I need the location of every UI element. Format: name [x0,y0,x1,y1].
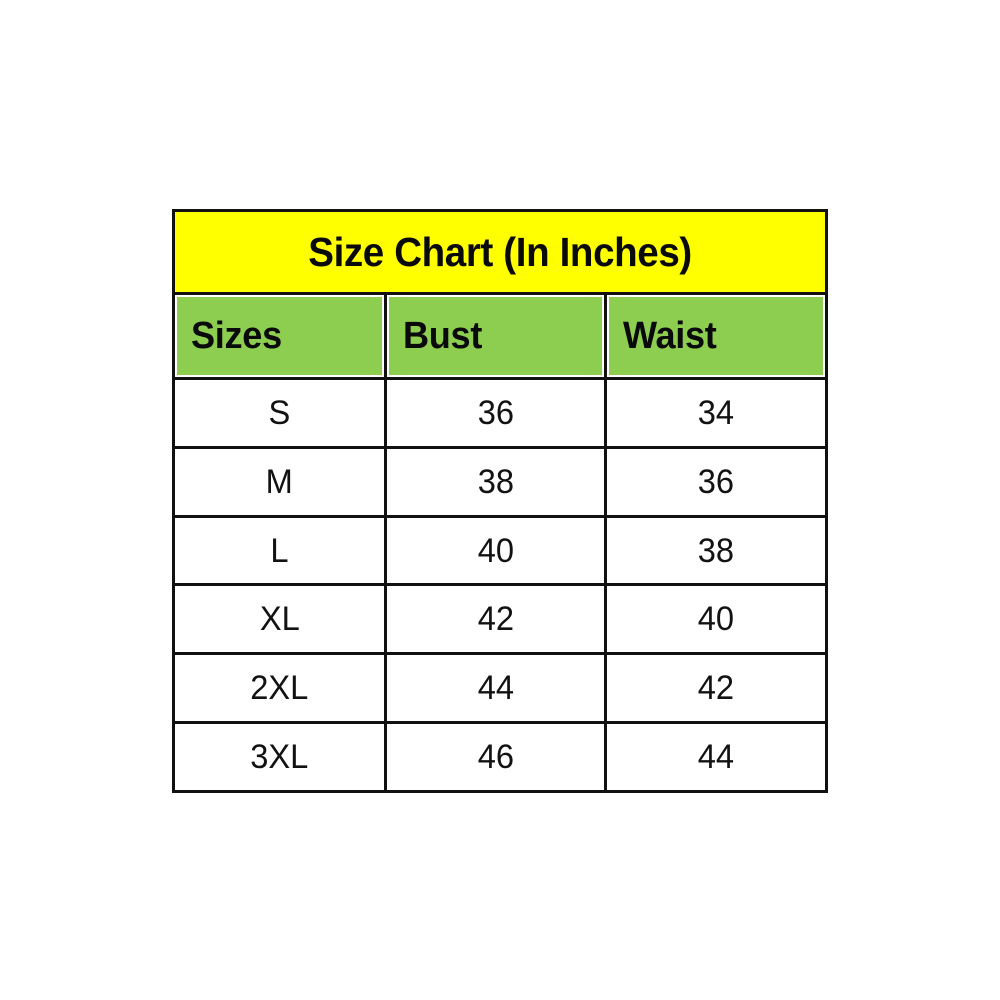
table-row: 2XL 44 42 [175,655,825,725]
cell-size: L [175,517,387,584]
table-row: 3XL 46 44 [175,724,825,790]
cell-bust: 36 [387,380,607,446]
cell-bust-value: 46 [477,738,514,777]
cell-bust: 38 [387,448,607,515]
size-chart-table: Size Chart (In Inches) Sizes Bust Waist … [172,209,828,793]
cell-waist-value: 36 [697,462,735,501]
page-title: Size Chart (In Inches) [308,228,692,275]
column-header-sizes-fill: Sizes [177,297,382,375]
column-header-sizes: Sizes [175,295,387,377]
cell-waist: 36 [607,449,825,515]
cell-bust: 46 [387,724,607,790]
table-row: XL 42 40 [175,586,825,656]
column-header-bust-label: Bust [403,315,483,357]
cell-waist: 38 [607,518,825,584]
cell-size-value: L [270,531,289,570]
cell-waist-value: 44 [697,738,735,777]
table-row: M 38 36 [175,448,825,518]
column-header-bust-fill: Bust [389,297,602,375]
cell-size-value: 2XL [250,669,309,708]
size-chart-title-band: Size Chart (In Inches) [175,212,825,295]
table-row: L 40 38 [175,517,825,587]
cell-size: M [175,448,387,515]
column-header-waist-fill: Waist [609,297,823,375]
column-header-sizes-label: Sizes [191,315,282,357]
cell-waist: 34 [607,380,825,446]
cell-size-value: M [265,462,294,501]
cell-waist-value: 38 [697,531,735,570]
cell-bust-value: 36 [477,393,514,432]
column-header-waist: Waist [607,295,825,377]
table-header-row: Sizes Bust Waist [175,295,825,380]
cell-waist: 42 [607,655,825,721]
cell-waist-value: 40 [697,600,735,639]
cell-size-value: 3XL [250,738,309,777]
cell-bust-value: 40 [477,531,514,570]
table-body: S 36 34 M 38 36 L 40 [175,380,825,790]
cell-size: 2XL [175,655,387,722]
cell-waist-value: 42 [697,669,735,708]
cell-size: S [175,380,387,446]
cell-size-value: XL [259,600,300,639]
cell-bust-value: 42 [477,600,514,639]
cell-bust: 40 [387,517,607,584]
cell-bust-value: 38 [477,462,514,501]
cell-waist: 44 [607,724,825,790]
cell-bust-value: 44 [477,669,514,708]
cell-waist: 40 [607,586,825,652]
table-row: S 36 34 [175,380,825,449]
cell-bust: 44 [387,655,607,722]
column-header-waist-label: Waist [623,315,717,357]
cell-size-value: S [268,393,291,432]
column-header-bust: Bust [387,295,607,377]
cell-size: XL [175,586,387,653]
cell-waist-value: 34 [697,393,735,432]
cell-size: 3XL [175,724,387,790]
cell-bust: 42 [387,586,607,653]
